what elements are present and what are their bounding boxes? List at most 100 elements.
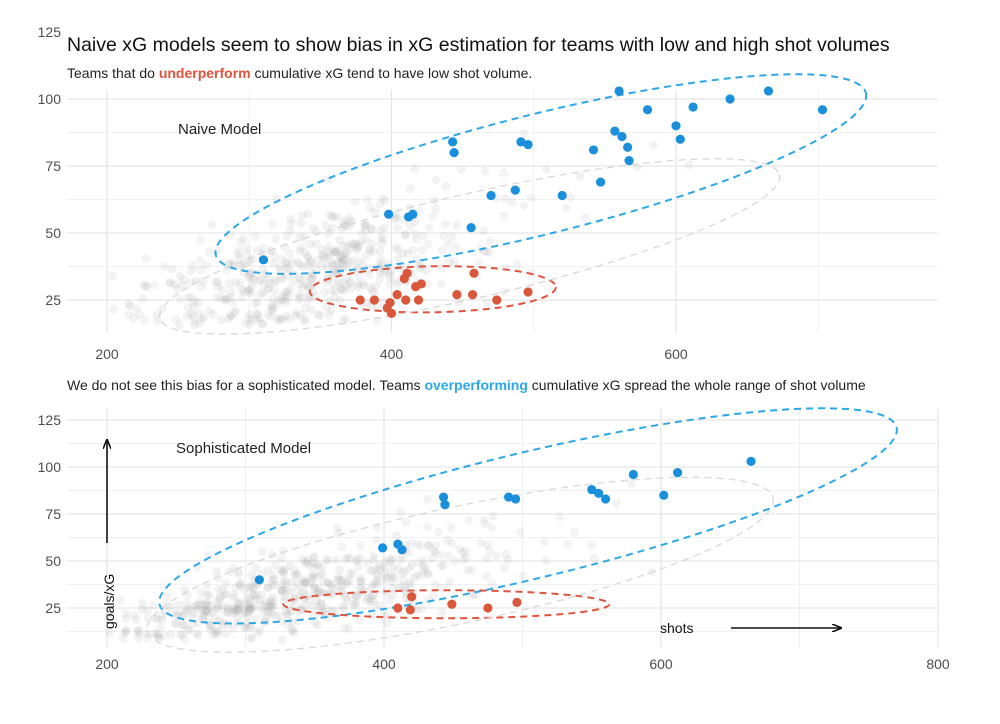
background-point <box>491 551 501 561</box>
background-point <box>296 292 305 302</box>
background-point <box>195 318 204 328</box>
background-point <box>407 560 417 570</box>
background-point <box>227 312 236 322</box>
background-point <box>266 609 276 619</box>
background-point <box>213 282 223 291</box>
background-point <box>375 564 385 574</box>
background-point <box>310 618 320 628</box>
y-tick-label: 100 <box>38 459 62 475</box>
background-point <box>249 275 259 285</box>
background-point <box>317 245 327 255</box>
background-point <box>240 607 250 617</box>
background-point <box>188 310 198 320</box>
underperforming-series <box>393 592 522 615</box>
background-point <box>213 627 223 636</box>
background-point <box>259 288 269 298</box>
background-point <box>157 615 167 625</box>
background-point <box>328 589 337 599</box>
overperform-point <box>408 209 418 219</box>
underperform-point <box>401 295 411 305</box>
x-tick-label: 200 <box>95 656 119 672</box>
overperform-point <box>817 105 828 115</box>
background-point <box>216 293 226 303</box>
background-point <box>410 164 419 174</box>
background-point <box>417 245 427 255</box>
background-point <box>245 602 254 612</box>
background-point <box>334 572 344 582</box>
background-point <box>276 586 286 596</box>
gridlines <box>67 408 939 648</box>
background-point <box>357 236 367 246</box>
background-point <box>202 590 212 600</box>
background-point <box>179 609 189 619</box>
background-point <box>446 523 456 532</box>
background-point <box>449 256 458 266</box>
background-point <box>204 306 214 316</box>
background-point <box>204 608 214 617</box>
background-point <box>342 579 352 589</box>
background-point <box>226 288 236 297</box>
background-point <box>252 590 262 600</box>
background-point <box>221 589 231 599</box>
background-point <box>121 627 131 637</box>
background-point <box>162 592 172 601</box>
background-point <box>245 284 255 294</box>
background-point <box>247 633 257 643</box>
background-point <box>397 581 407 591</box>
background-point <box>378 296 388 306</box>
background-point <box>244 270 254 280</box>
background-point <box>394 253 404 263</box>
background-point <box>300 314 309 324</box>
background-point <box>125 301 135 311</box>
background-point <box>318 569 328 579</box>
background-point <box>121 614 131 623</box>
background-point <box>336 259 345 268</box>
reference-ellipse <box>159 158 781 335</box>
background-point <box>297 587 307 597</box>
background-point <box>204 247 214 256</box>
background-point <box>226 292 236 302</box>
background-point <box>258 319 268 329</box>
background-point <box>329 247 339 257</box>
background-point <box>281 578 291 588</box>
background-point <box>323 242 333 252</box>
background-point <box>335 235 345 245</box>
x-tick-label: 200 <box>95 346 119 362</box>
background-point <box>422 522 432 532</box>
background-point <box>197 282 207 292</box>
background-point <box>344 623 354 633</box>
background-point <box>311 263 320 273</box>
background-point <box>311 239 321 249</box>
background-point <box>356 573 366 583</box>
background-point <box>198 276 208 286</box>
background-point <box>249 584 259 594</box>
background-point <box>220 590 230 600</box>
background-point <box>330 286 340 296</box>
background-point <box>270 610 279 620</box>
background-point <box>263 285 273 294</box>
background-point <box>234 606 244 615</box>
overperform-point <box>588 145 599 155</box>
background-point <box>354 615 364 625</box>
underperforming-point <box>447 599 457 609</box>
background-point <box>442 535 452 545</box>
background-point <box>257 547 267 556</box>
background-point <box>268 575 278 585</box>
underperforming-point <box>407 592 417 602</box>
background-point <box>212 246 222 256</box>
background-point <box>315 310 324 320</box>
background-point <box>188 261 198 270</box>
background-point <box>405 563 414 573</box>
background-point <box>295 273 305 283</box>
overperforming-ellipse <box>158 407 898 625</box>
background-point <box>289 570 299 580</box>
background-point <box>368 239 378 248</box>
background-point <box>130 611 139 620</box>
background-point <box>342 273 352 283</box>
overperform-series <box>258 86 828 265</box>
background-point <box>247 570 257 580</box>
background-point <box>213 573 223 583</box>
background-point <box>142 282 151 292</box>
background-point <box>482 540 492 549</box>
background-point <box>329 212 338 222</box>
